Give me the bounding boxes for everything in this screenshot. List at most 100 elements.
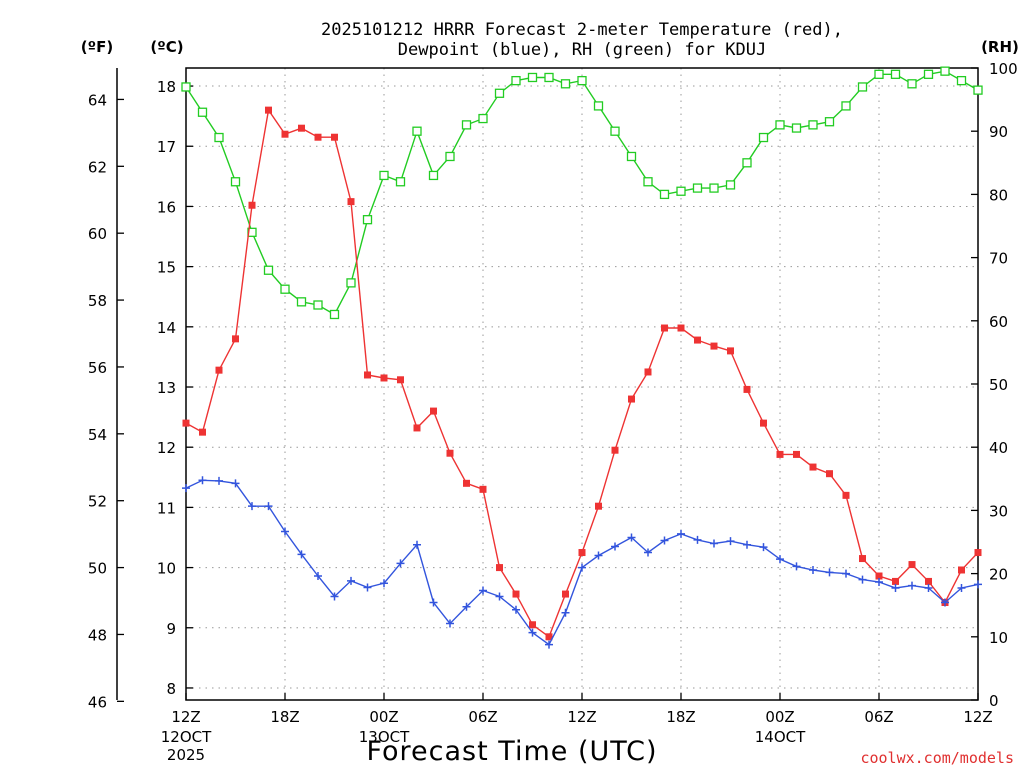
x-tick-label: 12Z [963,708,992,726]
rh-point [709,183,719,193]
rh-tick-label: 90 [989,123,1008,141]
c-tick-label: 11 [157,499,176,517]
rh-point [527,72,538,83]
c-tick-label: 14 [157,319,176,337]
x-tick-date: 12OCT [161,728,212,746]
dewpoint-point [710,539,718,548]
dewpoint-point [297,550,306,559]
x-tick-label: 12Z [567,708,596,726]
f-tick-label: 62 [88,158,107,176]
dewpoint-point [248,502,256,511]
dewpoint-point [330,592,339,601]
x-tick-label: 06Z [864,708,893,726]
rh-point [758,132,769,143]
temperature-point [628,395,635,403]
temperature-point [859,555,866,563]
fahrenheit-axis-label: (ºF) [81,38,113,56]
dewpoint-point [413,540,421,549]
dewpoint-point [743,540,751,549]
rh-tick-label: 20 [989,566,1008,584]
dewpoint-point [479,586,487,595]
rh-point [956,75,967,86]
dewpoint-point [182,484,190,493]
dewpoint-point [281,527,289,536]
dewpoint-point [726,537,735,546]
temperature-point [875,572,883,580]
rh-tick-label: 50 [989,376,1008,394]
rh-point [725,180,736,190]
temperature-point [496,564,503,572]
dewpoint-point [627,533,636,542]
dewpoint-point [545,640,553,649]
rh-point [230,177,241,187]
credit-link[interactable]: coolwx.com/models [860,749,1014,767]
rh-point [874,69,884,79]
dewpoint-point [611,542,619,551]
x-tick-label: 06Z [468,708,497,726]
chart-title-line1: 2025101212 HRRR Forecast 2-meter Tempera… [321,20,843,40]
rh-point [478,113,488,124]
rh-point [296,297,307,307]
rh-point [659,189,670,200]
rh-point [973,85,983,95]
temperature-point [331,133,338,141]
dewpoint-point [363,583,372,592]
dewpoint-point [528,628,537,637]
x-tick-label: 00Z [369,708,398,726]
rh-point [940,66,950,76]
temperature-point [364,371,371,379]
x-tick-label: 18Z [270,708,299,726]
temperature-point [974,549,982,557]
c-tick-label: 18 [157,78,176,96]
f-tick-label: 56 [88,359,107,377]
rh-series [181,66,983,320]
c-tick-label: 16 [157,198,176,216]
f-tick-label: 50 [88,560,107,578]
temperature-point [743,385,751,393]
dewpoint-point [347,576,355,585]
temperature-point [611,446,619,454]
dewpoint-point [957,584,966,593]
dewpoint-point [792,562,801,571]
rh-point [197,107,208,117]
dewpoint-point [809,565,817,574]
dewpoint-series [182,476,982,649]
rh-point [445,151,455,162]
rh-point [610,126,620,136]
dewpoint-point [759,543,768,552]
rh-point [511,75,521,86]
temperature-point [661,324,668,332]
dewpoint-point [594,551,603,560]
f-tick-label: 64 [88,91,107,109]
rh-point [412,126,422,136]
x-axis-title: Forecast Time (UTC) [366,736,657,767]
temperature-point [298,124,305,132]
temperature-point [578,549,586,557]
rh-point [857,82,868,92]
chart-title-line2: Dewpoint (blue), RH (green) for KDUJ [398,40,766,60]
temperature-point [463,479,470,487]
temperature-point [727,347,734,355]
temperature-point [908,561,916,569]
c-tick-label: 8 [166,680,176,698]
rh-tick-label: 0 [989,692,999,710]
c-tick-label: 10 [157,560,176,578]
temperature-point [265,106,272,114]
rh-point [313,300,323,310]
rh-axis-label: (RH) [981,38,1019,56]
temperature-point [446,449,454,457]
rh-tick-label: 60 [989,313,1008,331]
f-tick-label: 48 [88,626,107,644]
rh-point [263,265,274,275]
c-tick-label: 13 [157,379,176,397]
x-tick-label: 00Z [765,708,794,726]
rh-point [461,120,472,130]
rh-point [775,120,785,130]
temperature-series [182,106,982,641]
rh-point [626,151,637,162]
temperature-point [397,376,404,384]
rh-point [379,170,389,181]
temperature-point [793,450,800,458]
temperature-point [562,590,569,598]
